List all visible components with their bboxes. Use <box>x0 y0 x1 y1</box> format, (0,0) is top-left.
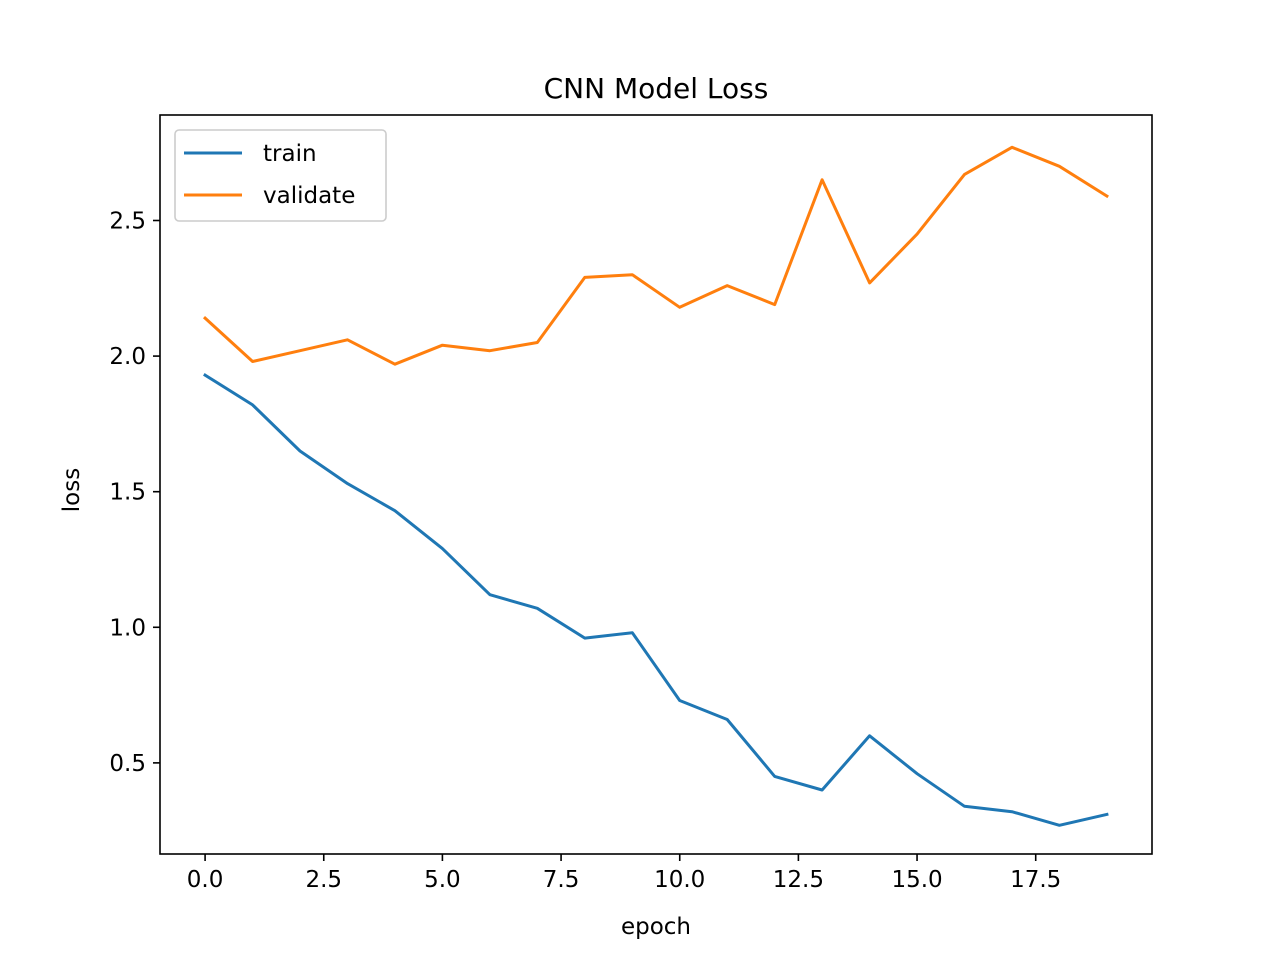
x-axis-label: epoch <box>621 914 691 940</box>
axes-frame <box>159 114 1153 855</box>
y-tick-label: 2.5 <box>109 208 146 234</box>
x-tick-label: 15.0 <box>891 867 942 893</box>
train-data-point <box>489 594 491 596</box>
validate-data-point <box>252 361 254 362</box>
train-data-point <box>1011 811 1013 813</box>
validate-data-point <box>441 344 443 346</box>
validate-data-point <box>584 276 586 278</box>
x-axis-ticks: 0.0 2.5 5.0 7.5 10.0 12.5 15.0 17.5 <box>187 854 1061 893</box>
train-data-point <box>821 789 823 791</box>
validate-data-point <box>1106 195 1108 197</box>
x-tick-label: 7.5 <box>543 867 580 893</box>
validate-data-point <box>1058 165 1060 167</box>
train-data-point <box>869 735 871 737</box>
validate-data-point <box>347 339 348 341</box>
train-data-point <box>774 775 776 777</box>
x-tick-label: 5.0 <box>424 867 461 893</box>
train-data-point <box>347 483 348 485</box>
validate-data-point <box>204 317 206 319</box>
x-tick-label: 0.0 <box>187 867 224 893</box>
train-data-point <box>916 773 918 775</box>
train-series-line <box>203 373 1109 827</box>
validate-data-point <box>821 179 823 181</box>
x-tick-label: 17.5 <box>1010 867 1061 893</box>
validate-data-point <box>631 274 633 276</box>
y-tick-label: 0.5 <box>109 751 146 777</box>
legend-label-train: train <box>263 141 317 167</box>
train-data-point <box>441 548 443 550</box>
validate-data-point <box>299 350 301 352</box>
y-tick-label: 2.0 <box>109 344 146 370</box>
train-data-point <box>584 637 586 639</box>
validate-data-point <box>964 173 965 175</box>
y-tick-label: 1.5 <box>109 480 146 506</box>
x-tick-label: 2.5 <box>305 867 342 893</box>
y-axis-label: loss <box>59 468 85 512</box>
train-data-point <box>726 719 728 720</box>
validate-data-point <box>1011 146 1013 148</box>
train-data-point <box>536 607 538 609</box>
train-data-point <box>679 700 681 701</box>
legend: train validate <box>174 129 387 222</box>
plot-area <box>202 145 1109 827</box>
chart-title: CNN Model Loss <box>544 72 769 105</box>
validate-data-point <box>869 282 871 284</box>
validate-data-point <box>916 233 918 235</box>
validate-data-point <box>774 304 776 306</box>
train-data-point <box>631 632 633 634</box>
y-tick-label: 1.0 <box>109 615 146 641</box>
x-tick-label: 10.0 <box>654 867 705 893</box>
validate-data-point <box>489 350 491 352</box>
validate-series-line <box>202 145 1109 366</box>
y-axis-ticks: 0.5 1.0 1.5 2.0 2.5 <box>109 208 160 777</box>
validate-data-point <box>679 306 681 308</box>
legend-label-validate: validate <box>263 183 355 209</box>
validate-data-point <box>394 363 396 365</box>
train-data-point <box>1058 824 1060 826</box>
validate-data-point <box>726 285 728 287</box>
validate-data-point <box>536 342 538 343</box>
train-data-point <box>1106 813 1108 815</box>
x-tick-label: 12.5 <box>773 867 824 893</box>
train-data-point <box>394 510 396 512</box>
train-data-point <box>252 404 254 406</box>
train-data-point <box>964 805 965 807</box>
train-data-point <box>204 374 206 376</box>
train-data-point <box>299 450 301 452</box>
